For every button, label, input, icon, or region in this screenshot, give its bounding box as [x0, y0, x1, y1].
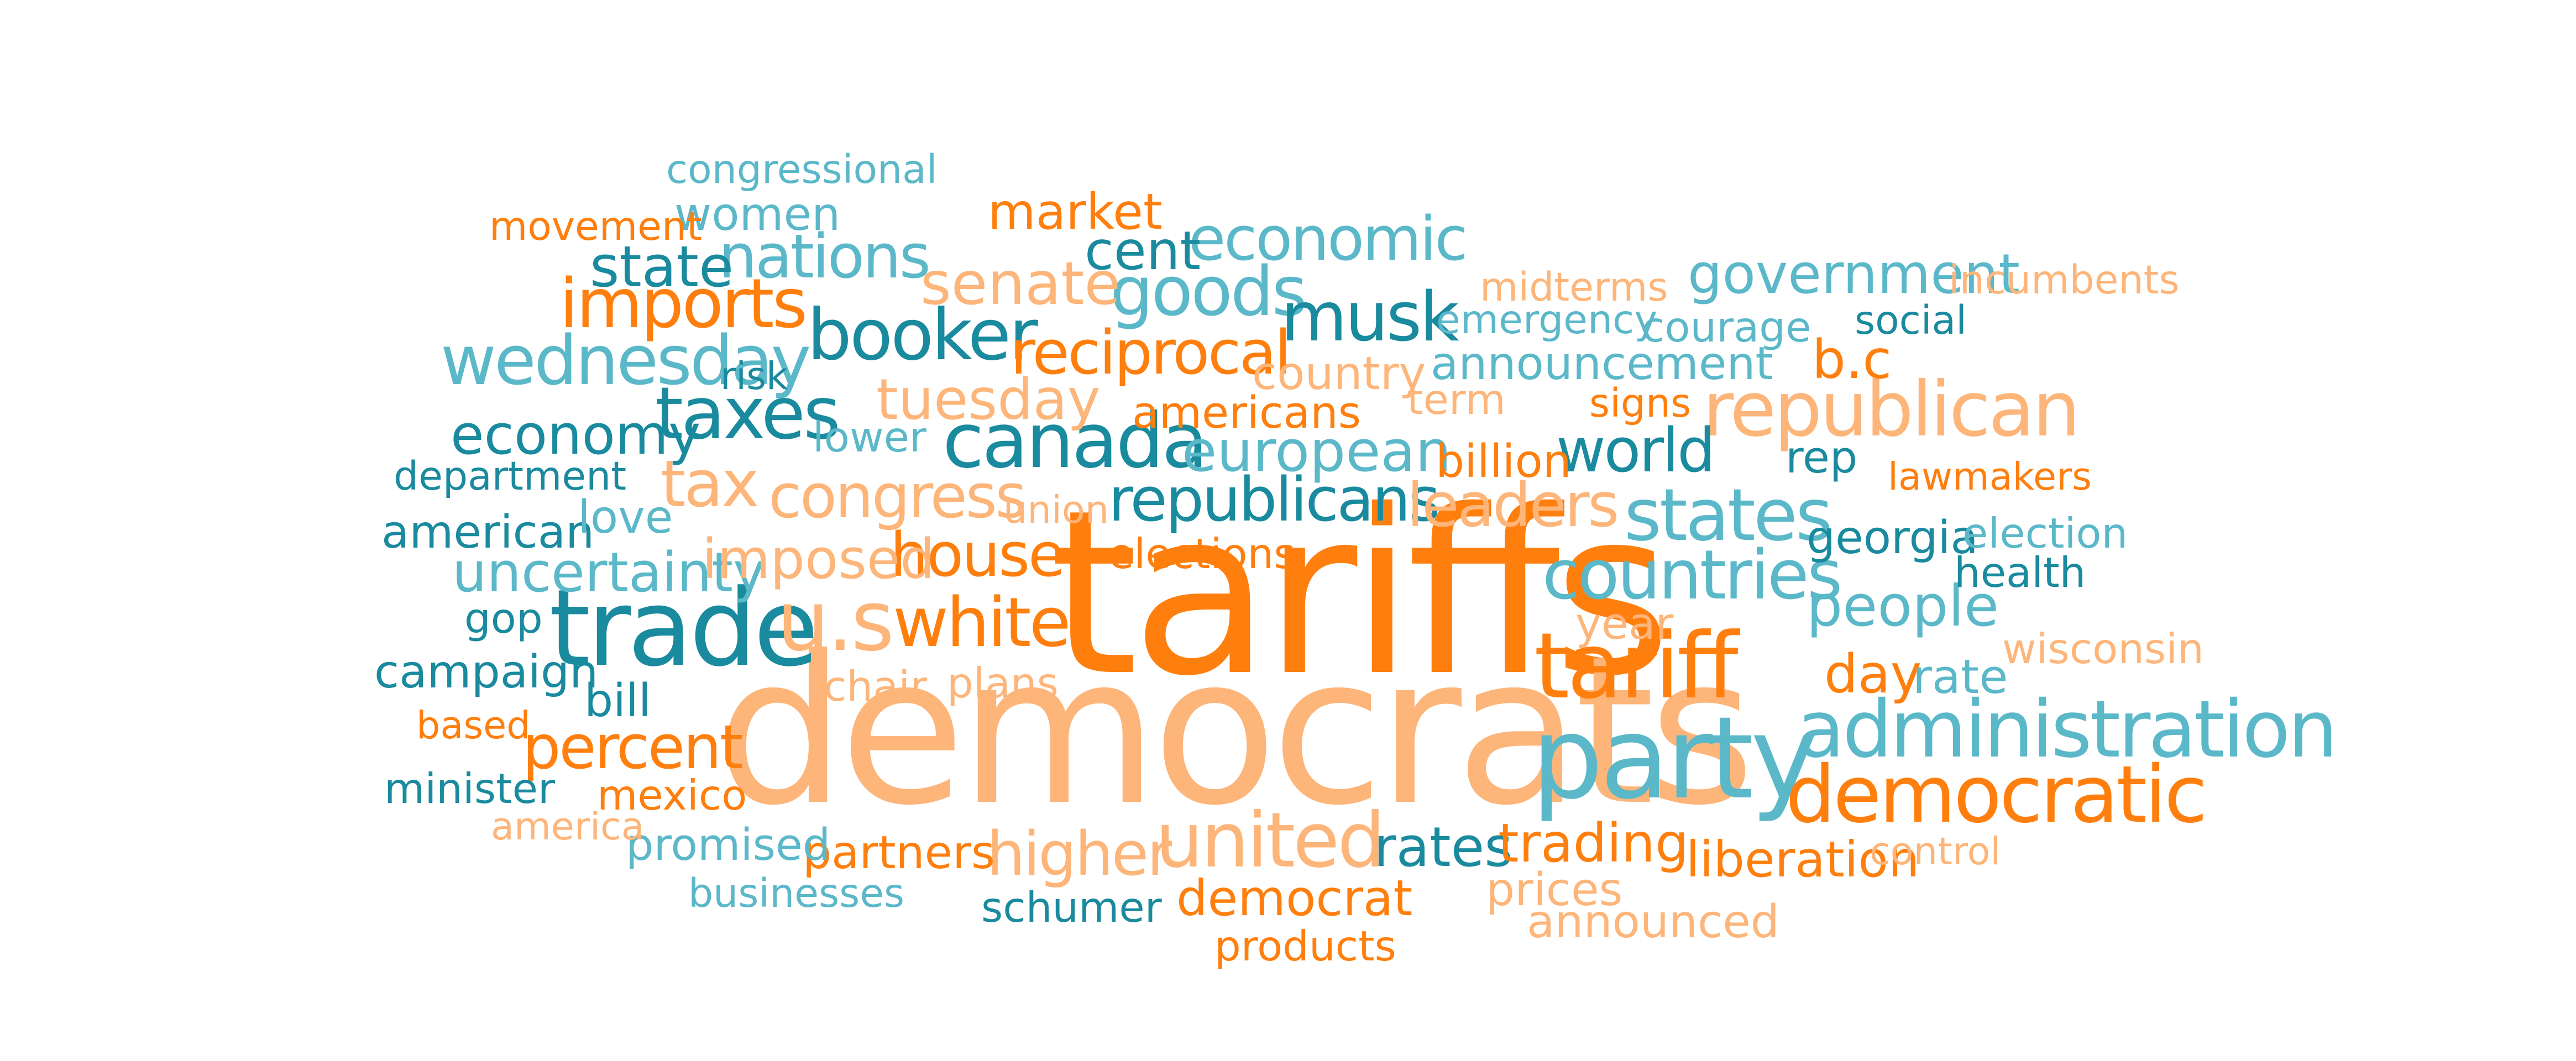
cloud-word: wisconsin	[2002, 624, 2204, 673]
cloud-word: schumer	[981, 883, 1162, 932]
cloud-word: booker	[807, 294, 1038, 376]
cloud-word: imports	[559, 264, 808, 344]
cloud-word: reciprocal	[1010, 317, 1291, 388]
cloud-word: imposed	[702, 528, 935, 592]
cloud-word: congressional	[666, 146, 938, 192]
cloud-word: chair	[824, 661, 928, 711]
cloud-word: rates	[1374, 816, 1513, 880]
cloud-word: social	[1855, 297, 1967, 343]
cloud-word: women	[674, 188, 841, 241]
cloud-word: businesses	[688, 870, 905, 916]
cloud-word: goods	[1110, 252, 1307, 332]
cloud-word: midterms	[1480, 264, 1668, 310]
cloud-word: tariff	[1534, 612, 1739, 719]
cloud-word: higher	[987, 818, 1172, 890]
cloud-word: republican	[1703, 366, 2081, 454]
cloud-word: wednesday	[441, 321, 811, 401]
cloud-word: lower	[813, 412, 926, 461]
cloud-word: government	[1688, 243, 2020, 307]
cloud-word: country	[1252, 347, 1426, 400]
cloud-word: people	[1807, 574, 1999, 640]
cloud-word: senate	[920, 250, 1121, 319]
cloud-word: control	[1870, 829, 2001, 874]
cloud-word: love	[578, 491, 673, 544]
cloud-word: georgia	[1807, 511, 1978, 564]
cloud-word: european	[1182, 419, 1452, 485]
cloud-word: promised	[626, 818, 831, 870]
cloud-word: tuesday	[876, 366, 1101, 432]
cloud-word: based	[416, 703, 531, 748]
cloud-word: liberation	[1686, 831, 1920, 888]
cloud-word: plans	[947, 658, 1059, 707]
cloud-word: americans	[1132, 386, 1362, 438]
cloud-word: musk	[1281, 277, 1459, 357]
cloud-word: courage	[1642, 302, 1811, 351]
cloud-word: day	[1824, 643, 1922, 706]
cloud-word: market	[988, 183, 1163, 240]
cloud-word: billion	[1436, 435, 1572, 488]
cloud-word: tariffs	[1049, 461, 1672, 726]
cloud-word: trading	[1498, 812, 1689, 875]
cloud-word: elections	[1108, 529, 1296, 578]
cloud-word: incumbents	[1949, 256, 2180, 303]
cloud-word: nations	[719, 221, 931, 292]
cloud-word: department	[394, 453, 627, 499]
cloud-word: economy	[451, 403, 701, 468]
cloud-word: republicans	[1108, 464, 1441, 535]
cloud-word: leaders	[1407, 470, 1619, 541]
cloud-word: canada	[943, 397, 1208, 485]
cloud-word: election	[1962, 508, 2128, 558]
cloud-word: gop	[464, 593, 543, 643]
cloud-word: risk	[720, 354, 788, 398]
cloud-word: mexico	[597, 770, 747, 820]
cloud-word: countries	[1542, 535, 1842, 615]
cloud-word: democrat	[1176, 869, 1413, 927]
cloud-word: america	[491, 804, 645, 849]
cloud-word: economic	[1188, 203, 1468, 275]
cloud-word: congress	[768, 461, 1027, 532]
cloud-word: partners	[803, 826, 995, 879]
cloud-word: state	[590, 234, 734, 301]
cloud-word: democrats	[716, 613, 1755, 851]
cloud-word: union	[1003, 487, 1109, 532]
cloud-word: lawmakers	[1888, 454, 2092, 499]
cloud-word: cent	[1085, 220, 1201, 282]
cloud-word: percent	[522, 712, 744, 783]
cloud-word: signs	[1589, 380, 1692, 426]
cloud-word: states	[1624, 472, 1833, 557]
cloud-word: house	[890, 519, 1065, 591]
cloud-word: administration	[1797, 683, 2338, 775]
cloud-word: rate	[1913, 650, 2008, 705]
cloud-word: announced	[1527, 895, 1779, 948]
cloud-word: democratic	[1786, 748, 2208, 841]
cloud-word: emergency	[1436, 296, 1658, 343]
cloud-word: year	[1575, 597, 1674, 649]
cloud-word: taxes	[655, 371, 841, 455]
cloud-word: united	[1155, 797, 1385, 885]
cloud-word: health	[1954, 548, 2086, 597]
cloud-word: campaign	[374, 645, 599, 698]
cloud-word: white	[893, 583, 1071, 663]
cloud-word: u.s	[777, 572, 894, 670]
cloud-word: minister	[384, 764, 555, 813]
cloud-word: world	[1556, 415, 1716, 486]
cloud-word: rep	[1786, 431, 1858, 483]
cloud-word: announcement	[1431, 337, 1773, 390]
cloud-word: term	[1407, 375, 1506, 424]
cloud-word: trade	[549, 567, 819, 691]
cloud-word: bill	[584, 674, 651, 727]
cloud-word: b.c	[1812, 329, 1892, 391]
cloud-word: uncertainty	[452, 541, 766, 605]
cloud-word: prices	[1486, 863, 1623, 916]
cloud-word: movement	[489, 203, 702, 249]
cloud-word: party	[1531, 692, 1818, 824]
cloud-word: american	[381, 506, 595, 559]
cloud-word: tax	[661, 447, 760, 522]
cloud-word: products	[1214, 921, 1396, 970]
